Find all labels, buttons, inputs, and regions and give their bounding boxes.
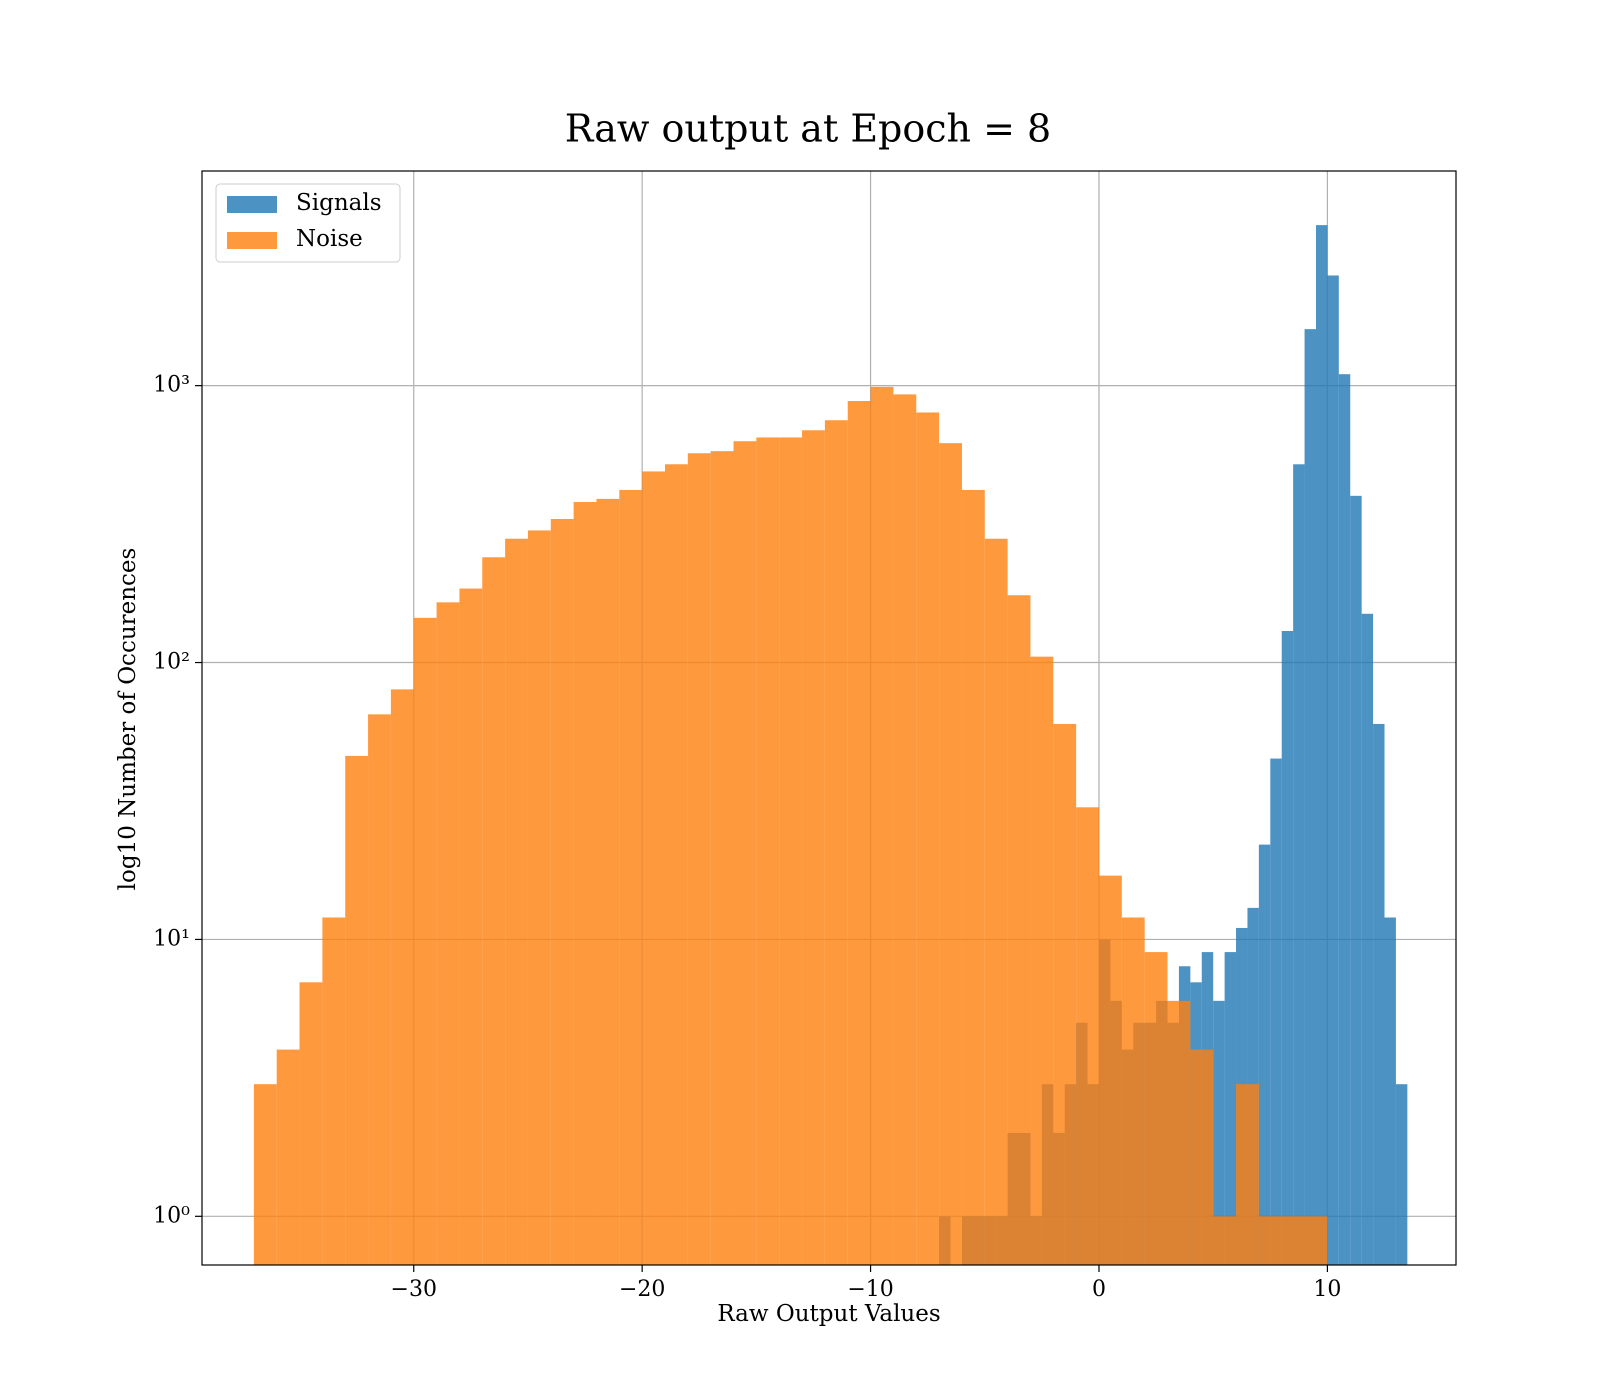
x-tick-label: −30 [391, 1277, 437, 1302]
histogram-bar [961, 489, 985, 1265]
histogram-bar [1007, 595, 1031, 1265]
histogram-bar [505, 538, 528, 1265]
histogram-bar [1213, 1216, 1237, 1265]
histogram-bar [368, 714, 391, 1265]
histogram-bar [1224, 952, 1237, 1265]
histogram-bar [984, 538, 1008, 1265]
histogram-bar [1270, 758, 1282, 1265]
histogram-bar [276, 1049, 300, 1265]
histogram-bar [1384, 917, 1396, 1265]
histogram-bar [253, 1084, 277, 1265]
y-tick-label: 10⁰ [153, 1203, 190, 1228]
histogram-bar [1030, 656, 1054, 1265]
histogram-bar [1395, 1084, 1408, 1265]
histogram-bar [802, 430, 825, 1265]
histogram-bar [619, 489, 643, 1265]
histogram-bar [710, 451, 734, 1265]
histogram-bar [1293, 464, 1305, 1265]
plot-area [253, 225, 1408, 1265]
histogram-bar [1213, 1000, 1225, 1265]
histogram-bar [390, 689, 414, 1265]
histogram-bar [1281, 1216, 1305, 1265]
histogram-bar [322, 917, 346, 1265]
histogram-bar [1098, 875, 1122, 1265]
histogram-bar [1076, 807, 1099, 1265]
histogram-bar [733, 441, 757, 1265]
histogram-bar [550, 518, 574, 1265]
histogram-bar [413, 617, 437, 1265]
y-tick-label: 10³ [153, 373, 190, 398]
histogram-bar [1350, 495, 1362, 1265]
histogram-bar [1236, 1084, 1259, 1265]
histogram-bar [1361, 613, 1374, 1265]
histogram-bar [1373, 723, 1385, 1265]
histogram-bar [573, 502, 597, 1265]
histogram-bar [1144, 952, 1168, 1265]
x-axis-label: Raw Output Values [717, 1301, 940, 1327]
y-axis-label: log10 Number of Occurences [115, 548, 141, 891]
histogram-bar [482, 557, 506, 1265]
histogram-bar [459, 588, 483, 1265]
x-tick-label: −10 [847, 1277, 893, 1302]
x-tick-label: 10 [1313, 1277, 1341, 1302]
histogram-bar [939, 443, 962, 1265]
histogram-bar [596, 498, 620, 1265]
histogram-bar [916, 412, 940, 1265]
histogram-bar [1338, 374, 1351, 1265]
histogram-bar [1315, 225, 1328, 1265]
histogram-bar [345, 755, 369, 1265]
histogram-bar [847, 401, 871, 1265]
histogram-bar [1281, 630, 1294, 1265]
histogram-bar [664, 464, 688, 1265]
histogram-bar [642, 471, 665, 1265]
histogram-bar [687, 453, 711, 1265]
histogram-bar [1304, 1216, 1328, 1265]
legend-swatch [227, 196, 277, 213]
legend-label: Noise [296, 226, 363, 252]
histogram-bar [779, 437, 803, 1265]
histogram-bar [1167, 1000, 1191, 1265]
histogram-bar [436, 602, 460, 1265]
histogram-bar [299, 982, 323, 1265]
y-tick-label: 10¹ [153, 926, 190, 951]
histogram-bar [1327, 275, 1339, 1265]
histogram-bar [1258, 844, 1271, 1265]
chart-title: Raw output at Epoch = 8 [565, 107, 1051, 151]
histogram-bar [1304, 329, 1316, 1265]
histogram-bar [824, 420, 848, 1265]
legend-label: Signals [296, 190, 382, 216]
histogram-bar [1258, 1216, 1282, 1265]
histogram-bar [527, 530, 551, 1265]
y-tick-label: 10² [153, 650, 190, 675]
histogram-bar [870, 386, 894, 1265]
plot-frame [201, 170, 1457, 1266]
legend-swatch [227, 232, 277, 249]
histogram-bar [1121, 917, 1145, 1265]
x-tick-label: 0 [1092, 1277, 1106, 1302]
histogram-bar [1190, 1049, 1214, 1265]
x-tick-label: −20 [619, 1277, 665, 1302]
histogram-bar [893, 394, 917, 1265]
histogram-bar [756, 437, 780, 1265]
histogram-bar [1053, 723, 1077, 1265]
